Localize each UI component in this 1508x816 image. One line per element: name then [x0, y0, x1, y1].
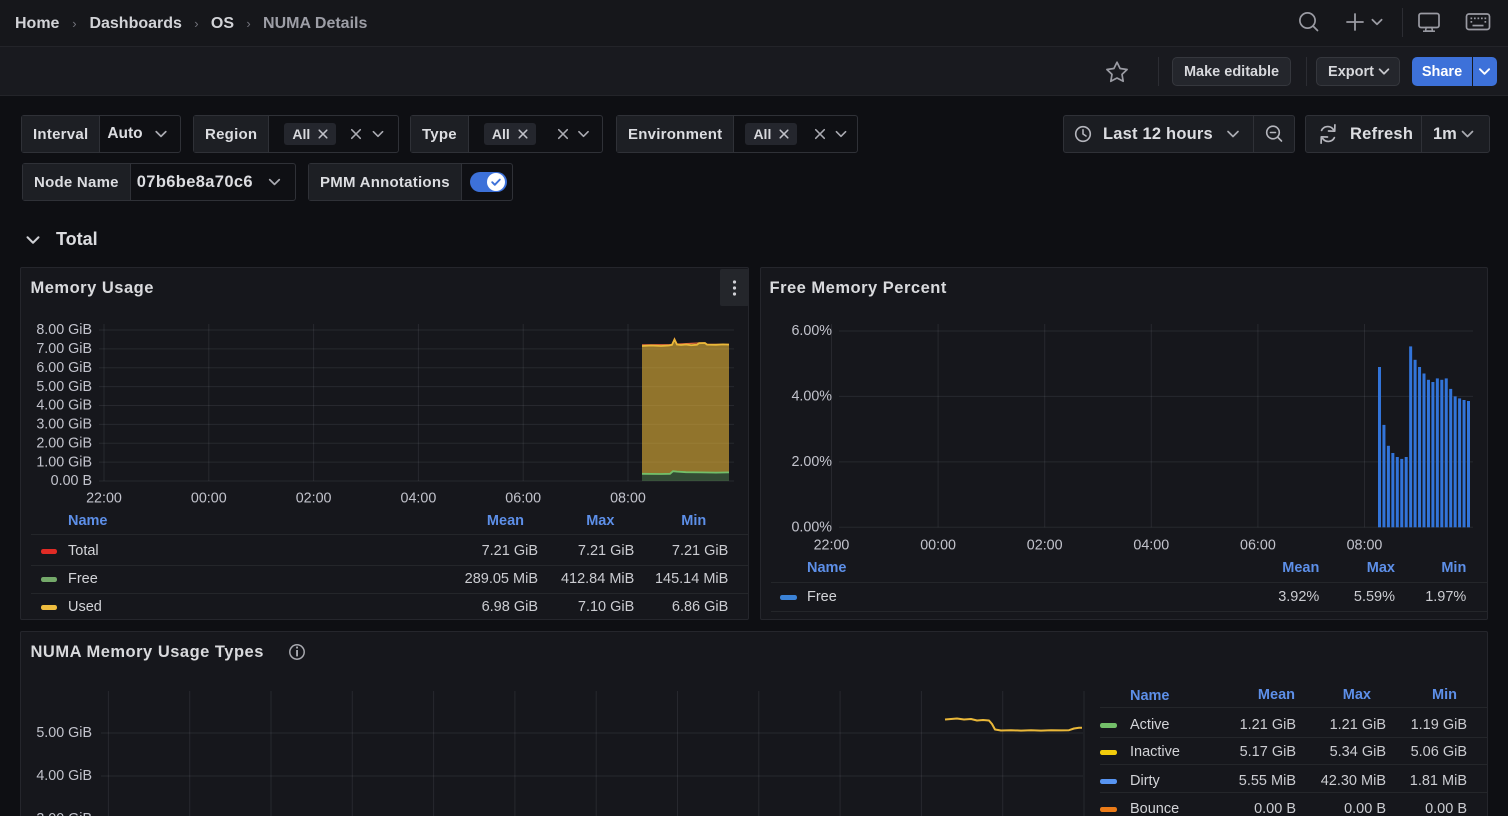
svg-text:2.00 GiB: 2.00 GiB [36, 435, 92, 451]
svg-text:08:00: 08:00 [1347, 538, 1383, 554]
svg-text:06:00: 06:00 [1240, 538, 1276, 554]
svg-text:7.00 GiB: 7.00 GiB [36, 341, 92, 357]
svg-text:4.00 GiB: 4.00 GiB [36, 768, 92, 784]
svg-text:02:00: 02:00 [1027, 538, 1063, 554]
svg-text:06:00: 06:00 [505, 491, 541, 507]
svg-text:22:00: 22:00 [814, 538, 850, 554]
svg-text:22:00: 22:00 [86, 491, 122, 507]
svg-text:4.00%: 4.00% [791, 389, 832, 405]
svg-text:00:00: 00:00 [920, 538, 956, 554]
svg-text:6.00 GiB: 6.00 GiB [36, 360, 92, 376]
svg-text:02:00: 02:00 [296, 491, 332, 507]
svg-text:0.00 B: 0.00 B [51, 473, 92, 489]
svg-text:6.00%: 6.00% [791, 323, 832, 339]
svg-text:04:00: 04:00 [401, 491, 437, 507]
svg-text:0.00%: 0.00% [791, 520, 832, 536]
svg-text:3.00 GiB: 3.00 GiB [36, 417, 92, 433]
svg-text:08:00: 08:00 [610, 491, 646, 507]
svg-text:8.00 GiB: 8.00 GiB [36, 322, 92, 338]
svg-text:4.00 GiB: 4.00 GiB [36, 398, 92, 414]
svg-text:2.00%: 2.00% [791, 454, 832, 470]
svg-text:00:00: 00:00 [191, 491, 227, 507]
svg-text:1.00 GiB: 1.00 GiB [36, 454, 92, 470]
svg-text:04:00: 04:00 [1133, 538, 1169, 554]
svg-text:3.00 GiB: 3.00 GiB [36, 811, 92, 816]
svg-text:5.00 GiB: 5.00 GiB [36, 725, 92, 741]
svg-text:5.00 GiB: 5.00 GiB [36, 379, 92, 395]
